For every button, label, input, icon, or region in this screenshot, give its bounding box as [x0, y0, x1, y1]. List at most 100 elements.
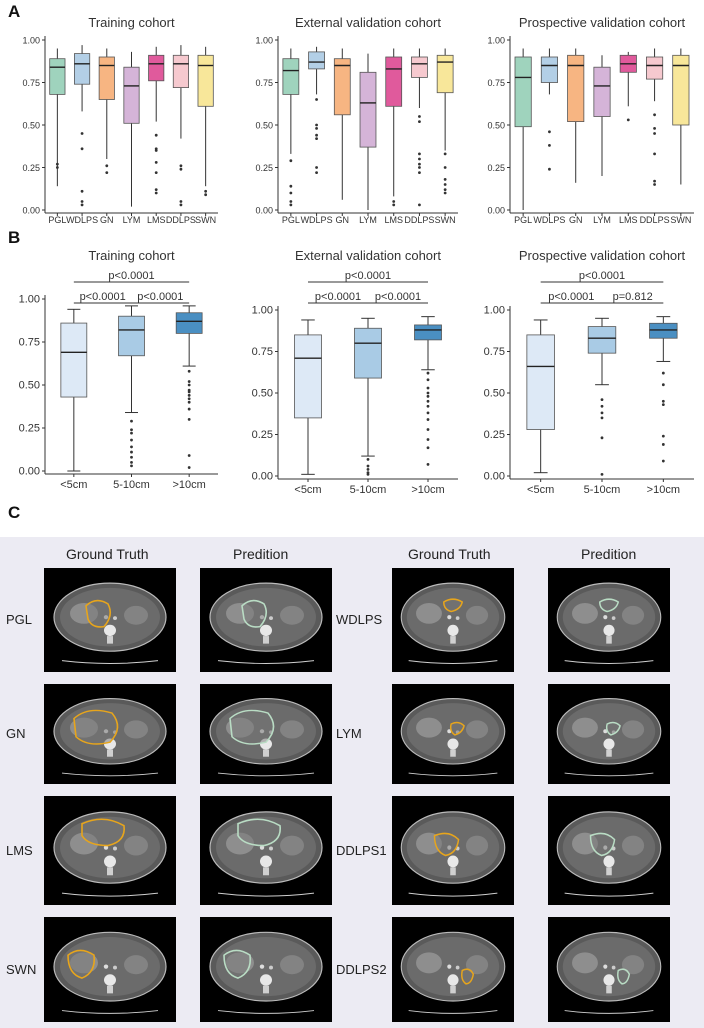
- outlier-point: [661, 459, 665, 463]
- chart-title: External validation cohort: [295, 15, 441, 30]
- vessel: [259, 845, 265, 850]
- p-value-label: p<0.0001: [548, 291, 594, 303]
- box: [123, 66, 140, 124]
- ct-scan-graphic: [392, 917, 514, 1022]
- outlier-point: [187, 397, 191, 401]
- p-value-label: p<0.0001: [108, 270, 154, 282]
- outlier-point: [187, 393, 191, 397]
- vessel: [103, 964, 109, 969]
- vertebra: [603, 624, 615, 637]
- outlier-point: [55, 162, 59, 166]
- x-tick-label: DDLPS: [404, 215, 434, 225]
- boxplot-2: External validation cohort 0.00 0.25 0.50 0.…: [255, 15, 458, 225]
- outlier-point: [179, 167, 183, 171]
- outlier-point: [315, 137, 318, 141]
- outlier-point: [289, 203, 293, 207]
- ct-scan-graphic: [392, 684, 514, 784]
- outlier-point: [392, 203, 396, 207]
- tumor-contour: [449, 721, 465, 736]
- x-tick-label: GN: [100, 215, 114, 225]
- outlier-point: [130, 450, 133, 454]
- y-tick-label: 1.00: [255, 36, 273, 46]
- outlier-point: [80, 203, 84, 207]
- vessel: [603, 729, 608, 734]
- outlier-point: [315, 98, 318, 101]
- vessel: [611, 965, 616, 970]
- outlier-point: [154, 188, 158, 192]
- box: [282, 58, 300, 95]
- x-tick-label: DDLPS: [166, 215, 196, 225]
- outlier-point: [600, 404, 604, 408]
- tumor-contour: [461, 968, 475, 985]
- col-title-pred-right: Predition: [581, 546, 637, 562]
- organ-right: [465, 720, 489, 739]
- spinal-process: [450, 985, 456, 994]
- x-tick-label: WDLPS: [301, 215, 333, 225]
- segmentation-examples: Ground Truth Predition Ground Truth Pred…: [0, 537, 704, 1028]
- box: [672, 54, 690, 126]
- vertebra: [104, 855, 116, 868]
- boxplot-3: Prospective validation cohort 0.00 0.25 0.5…: [487, 15, 694, 225]
- y-tick-label: 0.50: [19, 380, 40, 392]
- ground-truth-ct-image: [44, 568, 176, 672]
- box: [567, 54, 585, 123]
- outlier-point: [418, 171, 421, 175]
- outlier-point: [289, 200, 293, 203]
- vertebra: [104, 974, 116, 986]
- y-tick-label: 0.25: [255, 163, 273, 173]
- ct-scan-graphic: [200, 917, 332, 1022]
- outlier-point: [426, 399, 430, 403]
- y-tick-label: 0.25: [19, 423, 40, 435]
- outlier-point: [443, 166, 447, 169]
- prediction-ct-image: [548, 684, 670, 784]
- outlier-point: [443, 191, 447, 195]
- row-label-right: WDLPS: [336, 612, 383, 627]
- spinal-process: [263, 985, 269, 994]
- spinal-process: [107, 985, 113, 994]
- y-tick-label: 1.00: [19, 294, 40, 306]
- outlier-point: [204, 193, 208, 197]
- outlier-point: [418, 157, 421, 161]
- x-tick-label: PGL: [48, 215, 66, 225]
- y-tick-label: 0.00: [252, 471, 273, 483]
- spinal-process: [606, 867, 612, 876]
- x-tick-label: PGL: [514, 215, 532, 225]
- outlier-point: [661, 443, 665, 446]
- box: [649, 322, 678, 339]
- outlier-point: [426, 428, 430, 431]
- ct-scan-graphic: [44, 568, 176, 672]
- tumor-contour: [81, 818, 125, 847]
- ct-scan-graphic: [392, 796, 514, 905]
- organ-right: [465, 605, 489, 625]
- organ-left: [572, 717, 598, 738]
- ct-scan-graphic: [44, 684, 176, 784]
- y-tick-label: 0.25: [22, 163, 40, 173]
- box: [526, 334, 555, 430]
- outlier-point: [289, 191, 293, 195]
- ground-truth-ct-image: [392, 684, 514, 784]
- outlier-point: [80, 200, 84, 203]
- scanner-table: [217, 1010, 315, 1014]
- vertebra: [603, 855, 615, 868]
- ct-scan-graphic: [548, 796, 670, 905]
- outlier-point: [418, 203, 421, 207]
- box: [514, 56, 532, 128]
- x-tick-label: >10cm: [173, 479, 206, 491]
- p-value-label: p<0.0001: [579, 270, 625, 282]
- scanner-table: [217, 660, 315, 664]
- outlier-point: [130, 461, 133, 464]
- vertebra: [260, 855, 272, 868]
- outlier-point: [653, 132, 656, 135]
- outlier-point: [426, 446, 430, 450]
- organ-right: [621, 955, 645, 975]
- tumor-contour: [617, 968, 631, 985]
- soft-tissue: [562, 937, 656, 997]
- outlier-point: [661, 434, 665, 438]
- box: [308, 51, 325, 70]
- organ-left: [416, 952, 442, 974]
- outlier-point: [443, 188, 447, 192]
- outlier-point: [187, 390, 191, 394]
- outlier-point: [626, 118, 630, 122]
- outlier-point: [130, 431, 133, 435]
- box: [646, 56, 664, 80]
